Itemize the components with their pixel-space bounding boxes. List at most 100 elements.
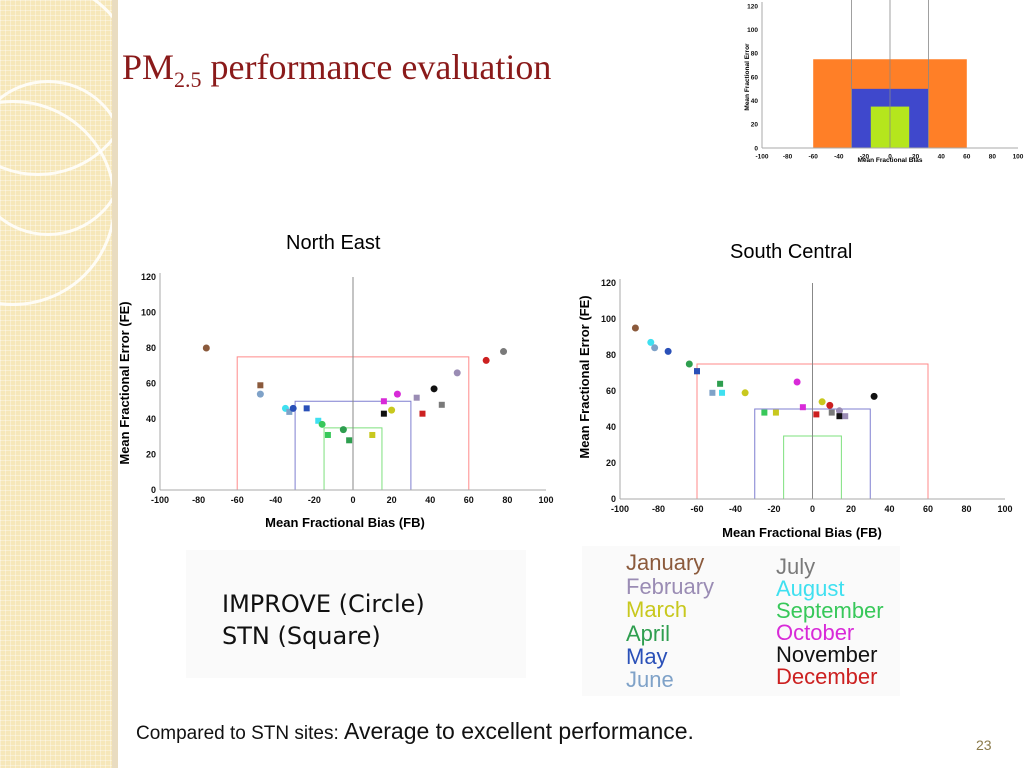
data-point-circle <box>651 344 659 352</box>
data-point-circle <box>793 378 801 386</box>
month-legend-item: July <box>776 554 816 579</box>
month-legend: January February March April May June Ju… <box>582 546 900 696</box>
x-tick-label: -20 <box>860 154 870 161</box>
data-point-circle <box>685 360 693 368</box>
x-tick-label: -60 <box>690 504 703 514</box>
data-point-circle <box>256 390 264 398</box>
month-legend-item: February <box>626 574 715 599</box>
x-tick-label: -60 <box>231 495 244 505</box>
data-point-circle <box>741 389 749 397</box>
y-tick-label: 40 <box>751 98 759 105</box>
y-tick-label: 0 <box>754 145 758 152</box>
page-number: 23 <box>976 737 992 753</box>
data-point-square <box>709 389 716 396</box>
data-point-square <box>761 409 768 416</box>
x-tick-label: 20 <box>846 504 856 514</box>
y-axis-label: Mean Fractional Error (FE) <box>117 301 132 464</box>
x-tick-label: -100 <box>611 504 629 514</box>
y-tick-label: 80 <box>146 343 156 353</box>
data-point-square <box>772 409 779 416</box>
x-tick-label: -80 <box>192 495 205 505</box>
data-point-square <box>369 431 376 438</box>
month-legend-item: May <box>626 644 668 669</box>
footer-prefix: Compared to STN sites: <box>136 723 345 744</box>
y-tick-label: 100 <box>141 308 156 318</box>
chart-north-east: -100 -80 -60 -40 -20 0 20 40 60 80 100 0 20 40 60 80 100… <box>117 272 554 530</box>
x-tick-label: 60 <box>464 495 474 505</box>
y-tick-label: 20 <box>146 450 156 460</box>
y-tick-label: 60 <box>146 379 156 389</box>
marker-legend: IMPROVE (Circle) STN (Square) <box>186 550 526 678</box>
data-point-circle <box>826 401 834 409</box>
data-point-circle <box>631 324 639 332</box>
data-point-circle <box>393 390 401 398</box>
footer-caption: Compared to STN sites: Average to excell… <box>136 718 694 745</box>
data-point-circle <box>818 398 826 406</box>
y-tick-label: 120 <box>141 272 156 282</box>
data-point-square <box>717 380 724 387</box>
y-tick-label: 0 <box>151 485 156 495</box>
y-axis-label: Mean Fractional Error <box>744 43 751 111</box>
data-point-circle <box>339 426 347 434</box>
month-legend-item: January <box>626 550 705 575</box>
x-tick-label: 80 <box>502 495 512 505</box>
slide-title: PM2.5 performance evaluation <box>122 46 551 93</box>
x-tick-label: -40 <box>269 495 282 505</box>
x-tick-label: -80 <box>783 154 793 161</box>
x-axis-label: Mean Fractional Bias <box>857 157 922 164</box>
x-axis-label: Mean Fractional Bias (FB) <box>722 525 882 540</box>
x-tick-label: 0 <box>350 495 355 505</box>
data-point-circle <box>647 338 655 346</box>
x-tick-label: 100 <box>1013 154 1024 161</box>
data-point-square <box>842 413 849 420</box>
data-point-circle <box>318 420 326 428</box>
data-point-circle <box>835 407 843 415</box>
y-tick-label: 120 <box>601 278 616 288</box>
y-tick-label: 20 <box>751 122 759 129</box>
month-legend-item: August <box>776 576 845 601</box>
data-point-square <box>419 410 426 417</box>
data-point-square <box>799 404 806 411</box>
y-tick-label: 120 <box>747 3 758 10</box>
x-tick-label: -40 <box>729 504 742 514</box>
data-point-square <box>380 410 387 417</box>
y-tick-label: 40 <box>146 414 156 424</box>
data-point-square <box>324 431 331 438</box>
chart-title-south-central: South Central <box>730 241 853 263</box>
data-point-circle <box>870 392 878 400</box>
data-point-circle <box>664 347 672 355</box>
x-tick-label: 20 <box>387 495 397 505</box>
y-tick-label: 0 <box>611 494 616 504</box>
data-point-square <box>719 389 726 396</box>
chart-title-north-east: North East <box>286 232 381 254</box>
footer-emphasis: Average to excellent performance. <box>344 718 694 744</box>
data-point-circle <box>289 404 297 412</box>
x-tick-label: 60 <box>963 154 971 161</box>
month-legend-item: April <box>626 621 671 646</box>
chart-goal-reference: -100 -80 -60 -40 -20 0 20 40 60 80 100 0 20 40 60 80 100… <box>744 0 1024 164</box>
x-tick-label: -100 <box>755 154 768 161</box>
x-tick-label: 40 <box>425 495 435 505</box>
data-point-square <box>315 417 322 424</box>
month-legend-item: October <box>776 620 855 645</box>
data-point-square <box>828 409 835 416</box>
data-point-circle <box>388 406 396 414</box>
data-point-square <box>286 408 293 415</box>
x-tick-label: 40 <box>938 154 946 161</box>
side-band-edge <box>112 0 118 768</box>
data-point-square <box>694 368 700 375</box>
x-tick-label: 100 <box>538 495 553 505</box>
y-tick-label: 60 <box>751 74 759 81</box>
x-axis-label: Mean Fractional Bias (FB) <box>265 515 425 530</box>
data-point-circle <box>482 356 490 364</box>
y-tick-label: 40 <box>606 422 616 432</box>
data-point-circle <box>202 344 210 352</box>
month-legend-item: March <box>626 597 688 622</box>
marker-legend-circle: IMPROVE (Circle) <box>222 590 425 618</box>
data-point-square <box>303 405 310 412</box>
title-main: PM <box>122 47 175 87</box>
month-legend-item: December <box>776 664 878 689</box>
data-point-circle <box>430 385 438 393</box>
y-tick-label: 80 <box>606 350 616 360</box>
